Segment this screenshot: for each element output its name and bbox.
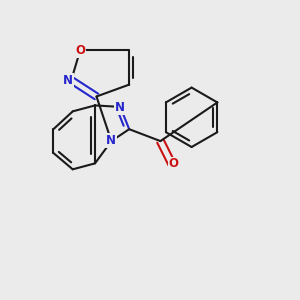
Text: O: O — [75, 44, 85, 57]
Text: N: N — [63, 74, 73, 87]
Text: O: O — [169, 158, 179, 170]
Text: N: N — [106, 134, 116, 147]
Text: N: N — [115, 101, 125, 114]
